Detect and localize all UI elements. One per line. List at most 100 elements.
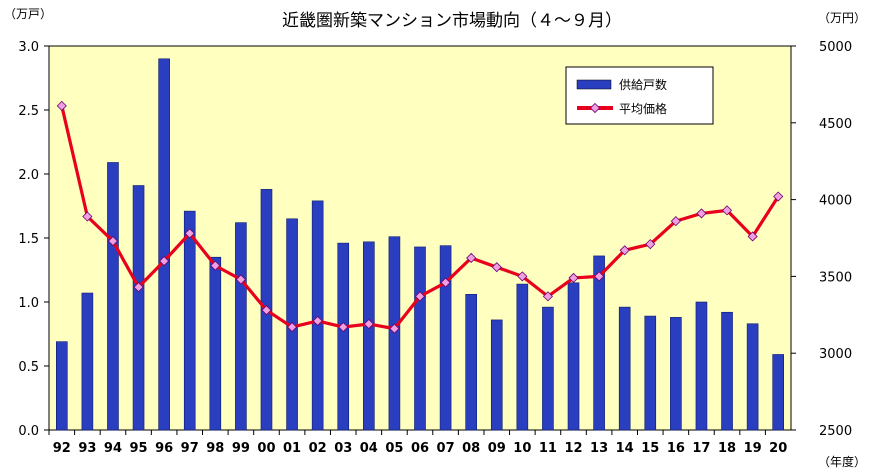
left-tick-label: 1.5	[18, 232, 39, 247]
bar-02	[311, 200, 324, 431]
bar-11	[542, 306, 554, 431]
price-point-09	[491, 262, 502, 273]
left-axis-unit: （万戸）	[4, 7, 52, 21]
x-axis-unit: （年度）	[818, 454, 866, 469]
price-point-01	[287, 322, 298, 333]
bar-04	[363, 241, 375, 431]
legend: 供給戸数 平均価格	[565, 66, 714, 125]
price-point-98	[210, 260, 221, 271]
x-tick-label: 97	[181, 441, 199, 456]
bar-99	[235, 222, 247, 431]
price-point-11	[542, 291, 553, 302]
bar-09	[490, 319, 503, 431]
legend-box	[565, 66, 714, 125]
price-point-04	[363, 318, 374, 330]
x-tick-label: 99	[232, 441, 250, 456]
price-point-19	[747, 231, 758, 242]
bar-12	[567, 282, 580, 431]
x-tick-label: 16	[667, 441, 685, 456]
right-tick-label: 3000	[819, 347, 852, 362]
x-tick-label: 93	[78, 441, 96, 456]
bar-98	[209, 256, 222, 431]
legend-bar-swatch	[576, 79, 612, 90]
price-point-13	[594, 271, 605, 282]
left-tick-label: 2.0	[18, 168, 39, 183]
price-point-12	[568, 272, 579, 284]
x-tick-label: 04	[360, 441, 378, 456]
bar-15	[644, 315, 657, 431]
bar-14	[618, 306, 631, 431]
bar-96	[158, 58, 170, 431]
bar-20	[772, 354, 785, 431]
bar-10	[516, 283, 529, 431]
price-point-99	[235, 274, 246, 285]
x-tick-label: 06	[411, 441, 429, 456]
price-point-05	[389, 323, 400, 334]
price-point-10	[517, 271, 528, 282]
legend-label-price: 平均価格	[619, 101, 667, 116]
left-tick-label: 2.5	[18, 104, 39, 119]
price-point-15	[645, 239, 656, 250]
price-point-16	[670, 216, 681, 227]
bar-94	[107, 162, 119, 431]
left-tick-label: 0.0	[18, 424, 39, 439]
right-tick-label: 4000	[819, 194, 852, 209]
x-tick-label: 07	[437, 441, 455, 456]
bar-03	[337, 242, 350, 431]
left-tick-label: 3.0	[18, 40, 39, 55]
bar-07	[439, 245, 452, 431]
bar-92	[55, 341, 68, 431]
x-tick-label: 98	[206, 441, 224, 456]
x-tick-label: 18	[718, 441, 736, 456]
price-point-07	[440, 277, 451, 288]
bar-18	[721, 311, 733, 431]
line-series	[56, 100, 784, 334]
x-tick-label: 09	[488, 441, 506, 456]
bar-95	[132, 185, 145, 431]
price-point-92	[56, 100, 67, 111]
price-point-08	[466, 252, 477, 264]
x-tick-label: 96	[155, 441, 173, 456]
x-tick-label: 15	[641, 441, 659, 456]
price-point-18	[721, 205, 733, 216]
right-axis-unit: （万円）	[818, 11, 866, 25]
x-tick-label: 08	[462, 441, 480, 456]
right-tick-label: 5000	[819, 40, 852, 55]
x-tick-label: 00	[257, 441, 275, 456]
x-tick-label: 19	[744, 441, 762, 456]
x-tick-label: 17	[692, 441, 710, 456]
price-point-02	[312, 315, 323, 327]
bar-16	[670, 317, 682, 431]
chart-title: 近畿圏新築マンション市場動向（４～９月）	[282, 11, 622, 31]
x-tick-label: 03	[334, 441, 352, 456]
bar-06	[414, 246, 426, 431]
x-tick-label: 01	[283, 441, 301, 456]
x-tick-label: 20	[769, 441, 787, 456]
price-point-06	[414, 291, 426, 302]
price-point-93	[82, 211, 93, 222]
bar-19	[746, 323, 759, 431]
x-tick-label: 95	[130, 441, 148, 456]
bar-97	[183, 210, 196, 431]
left-tick-label: 0.5	[18, 360, 39, 375]
x-tick-label: 94	[104, 441, 122, 456]
price-point-20	[773, 191, 784, 202]
legend-line-marker	[589, 102, 601, 114]
bar-17	[695, 301, 708, 431]
x-tick-label: 14	[616, 441, 634, 456]
x-tick-label: 05	[385, 441, 403, 456]
x-tick-label: 13	[590, 441, 608, 456]
price-point-03	[338, 322, 349, 333]
right-tick-label: 4500	[819, 117, 852, 132]
price-point-00	[261, 305, 272, 316]
axes: 0.0 0.5 1.0 1.5 2.0 2.5 3.0 2500 3000 3500 4000 450…	[18, 40, 852, 456]
x-tick-label: 92	[53, 441, 71, 456]
bar-13	[593, 255, 605, 431]
left-tick-label: 1.0	[18, 296, 39, 311]
right-tick-label: 2500	[819, 424, 852, 439]
price-point-14	[619, 245, 630, 256]
price-point-97	[184, 228, 195, 239]
bar-93	[81, 292, 94, 431]
bar-08	[465, 294, 477, 431]
